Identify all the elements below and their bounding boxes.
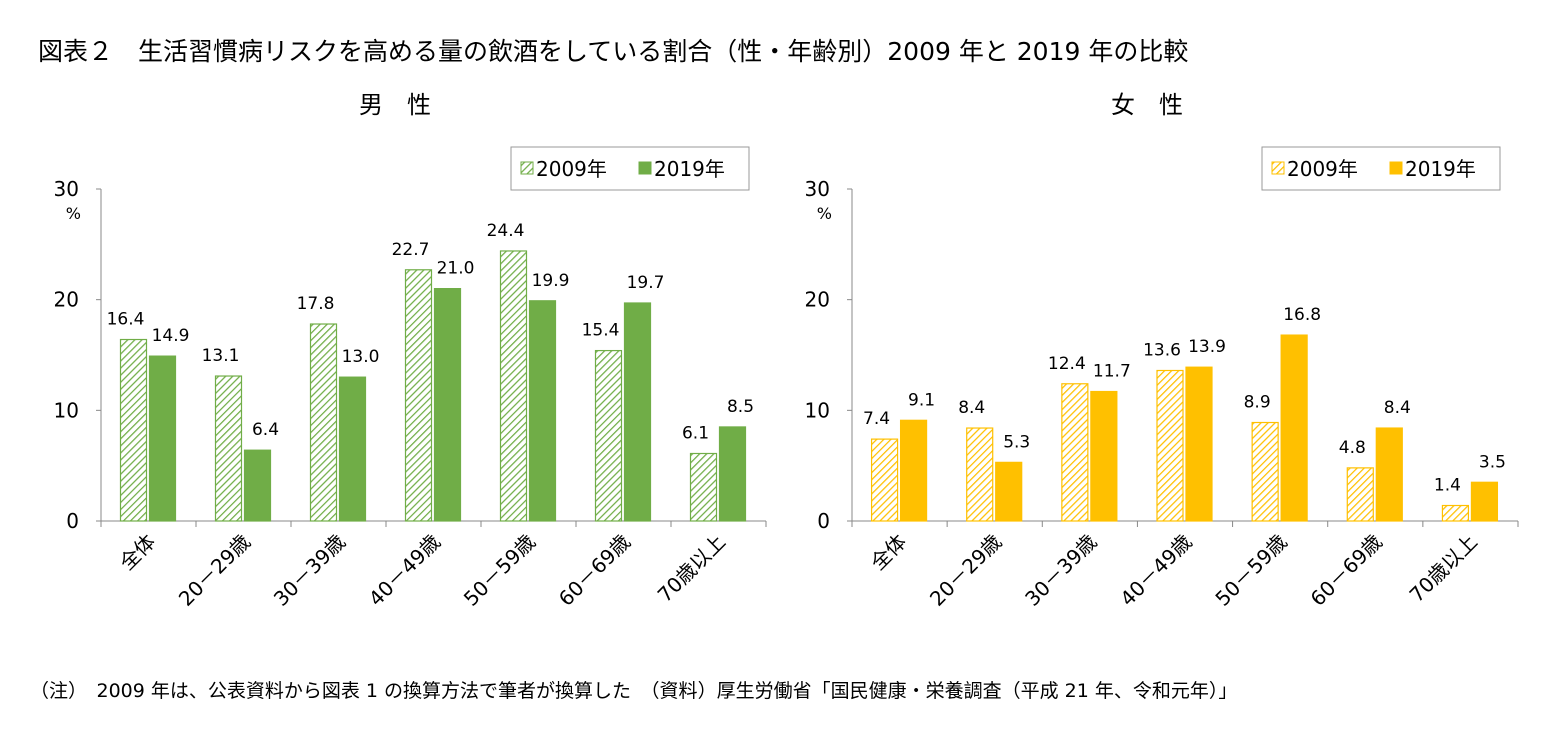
x-tick-label: 60－69歳: [1306, 530, 1387, 611]
data-label: 8.5: [727, 397, 754, 417]
bar-2009: [1061, 383, 1089, 522]
legend-swatch: [1389, 161, 1403, 175]
y-tick-label: 0: [66, 509, 79, 533]
data-label: 7.4: [863, 409, 890, 429]
data-label: 21.0: [437, 259, 475, 279]
bar-2019: [1470, 481, 1499, 522]
x-tick-label: 40－49歳: [1115, 530, 1196, 611]
data-label: 13.6: [1143, 340, 1181, 360]
bar-2009: [1251, 421, 1279, 522]
bar-2009: [1346, 467, 1374, 522]
legend-label: 2019年: [1405, 157, 1476, 181]
x-tick-label: 70歳以上: [1405, 530, 1482, 607]
figure-title: 図表２ 生活習慣病リスクを高める量の飲酒をしている割合（性・年齢別）2009 年…: [38, 37, 1188, 66]
bar-2019: [1280, 334, 1308, 522]
x-tick-label: 50－59歳: [1210, 530, 1291, 611]
x-tick-label: 30－39歳: [269, 530, 350, 611]
x-tick-label: 50－59歳: [459, 530, 540, 611]
x-tick-label: 70歳以上: [653, 530, 730, 607]
bar-2019: [243, 449, 272, 522]
legend-label: 2019年: [654, 157, 725, 181]
bar-2009: [1441, 504, 1470, 522]
x-tick-label: 20－29歳: [925, 530, 1006, 611]
chart-title: 男 性: [359, 91, 431, 119]
y-tick-label: 30: [54, 177, 79, 201]
data-label: 13.1: [202, 346, 240, 366]
data-label: 5.3: [1003, 432, 1030, 452]
y-axis-unit: %: [66, 204, 81, 223]
legend-swatch: [520, 161, 534, 175]
data-label: 13.0: [342, 347, 380, 367]
data-label: 16.8: [1283, 305, 1321, 325]
bar-2019: [623, 302, 652, 522]
bar-2019: [995, 461, 1023, 522]
y-tick-label: 10: [805, 398, 830, 422]
chart-title: 女 性: [1111, 91, 1183, 119]
bar-2009: [119, 338, 148, 522]
bar-2009: [404, 269, 433, 522]
x-tick-label: 全体: [115, 530, 160, 575]
chart-1: 女 性 0 10 20 30% 全体 7.4 9.1 20－29歳 8.4 5.3 30－39歳 12.…: [805, 91, 1519, 611]
y-tick-label: 20: [54, 288, 79, 312]
legend-box: [1261, 146, 1501, 191]
data-label: 3.5: [1479, 452, 1506, 472]
data-label: 4.8: [1339, 438, 1366, 458]
legend-swatch: [638, 161, 652, 175]
data-label: 19.9: [532, 271, 570, 291]
y-tick-label: 30: [805, 177, 830, 201]
bar-2019: [1375, 427, 1403, 522]
bar-2009: [1156, 369, 1184, 522]
legend-box: [510, 146, 750, 191]
legend-label: 2009年: [1287, 157, 1358, 181]
bar-2009: [309, 323, 338, 522]
data-label: 6.4: [252, 420, 279, 440]
data-label: 11.7: [1093, 362, 1131, 382]
data-label: 12.4: [1048, 354, 1086, 374]
data-label: 17.8: [297, 294, 335, 314]
y-axis-unit: %: [817, 204, 832, 223]
bar-2009: [499, 250, 528, 522]
legend: 2009年 2019年: [510, 146, 750, 191]
data-label: 8.4: [958, 398, 985, 418]
y-tick-label: 10: [54, 398, 79, 422]
x-tick-label: 全体: [866, 530, 911, 575]
bar-2009: [594, 349, 623, 522]
legend-label: 2009年: [536, 157, 607, 181]
data-label: 24.4: [487, 221, 525, 241]
bar-2009: [214, 375, 243, 522]
data-label: 1.4: [1434, 476, 1461, 496]
figure-note: （注） 2009 年は、公表資料から図表 1 の換算方法で筆者が換算した （資料…: [30, 680, 1237, 702]
legend: 2009年 2019年: [1261, 146, 1501, 191]
bar-2009: [689, 452, 718, 522]
bar-2019: [899, 419, 928, 522]
bar-2019: [528, 300, 557, 522]
x-tick-label: 30－39歳: [1020, 530, 1101, 611]
data-label: 14.9: [152, 326, 190, 346]
x-tick-label: 20－29歳: [174, 530, 255, 611]
data-label: 16.4: [107, 310, 145, 330]
bar-2019: [1090, 390, 1118, 522]
data-label: 6.1: [682, 423, 709, 443]
data-label: 13.9: [1188, 337, 1226, 357]
x-tick-label: 40－49歳: [364, 530, 445, 611]
bar-2009: [870, 438, 899, 522]
data-label: 19.7: [627, 273, 665, 293]
y-tick-label: 0: [817, 509, 830, 533]
data-label: 15.4: [582, 321, 620, 341]
y-tick-label: 20: [805, 288, 830, 312]
bar-2019: [338, 376, 367, 522]
data-label: 9.1: [908, 390, 935, 410]
bar-2019: [148, 355, 177, 522]
data-label: 8.9: [1244, 393, 1271, 413]
legend-swatch: [1271, 161, 1285, 175]
bar-2019: [718, 426, 747, 522]
data-label: 8.4: [1384, 398, 1411, 418]
chart-0: 男 性 0 10 20 30% 全体 16.4 14.9 20－29歳 13.1 6.4 30－39歳…: [54, 91, 767, 611]
bar-2009: [966, 427, 994, 522]
data-label: 22.7: [392, 240, 430, 260]
bar-2019: [433, 288, 462, 522]
bar-2019: [1185, 366, 1213, 522]
x-tick-label: 60－69歳: [554, 530, 635, 611]
